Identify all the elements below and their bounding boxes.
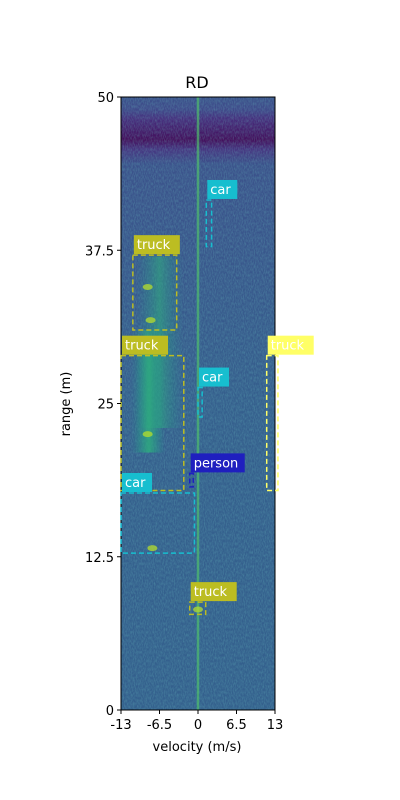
detection-label: truck: [125, 339, 159, 354]
x-axis-ticks: -13 -6.5 0 6.5 13: [110, 710, 283, 733]
detection-truck: truck: [120, 335, 185, 492]
heatmap-peak: [145, 317, 156, 324]
detection-label-bg: [207, 179, 238, 199]
y-axis-ticks: 0 12.5 25 37.5 50: [85, 91, 121, 719]
heatmap-peak: [142, 431, 153, 438]
detection-label-bg: [199, 367, 229, 387]
x-tick-label: 13: [267, 718, 284, 733]
x-tick-label: -13: [110, 718, 131, 733]
detection-truck: truck: [132, 235, 180, 331]
y-tick-label: 12.5: [85, 551, 114, 566]
y-tick-label: 37.5: [85, 244, 114, 259]
detection-car: car: [205, 179, 238, 248]
detection-label-bg: [190, 453, 245, 473]
detection-truck: truck: [265, 335, 314, 492]
detection-label-bg: [267, 335, 314, 355]
detection-car: car: [197, 367, 229, 418]
detection-label: car: [210, 183, 231, 198]
heatmap-cluster: [134, 354, 165, 453]
detection-label: person: [194, 456, 239, 471]
y-axis-label: range (m): [59, 372, 74, 437]
detection-box: [120, 492, 196, 554]
y-tick-label: 50: [97, 91, 114, 106]
detection-box: [265, 354, 279, 492]
y-tick-label: 25: [97, 398, 114, 413]
detection-label-bg: [133, 235, 180, 255]
x-axis-label: velocity (m/s): [153, 740, 242, 755]
detection-box: [205, 199, 213, 248]
detection-label-bg: [122, 335, 168, 355]
detection-label: truck: [271, 339, 305, 354]
x-tick-label: -6.5: [147, 718, 172, 733]
x-tick-label: 0: [194, 718, 202, 733]
detection-label: car: [202, 371, 223, 386]
detection-car: car: [120, 472, 196, 554]
y-tick-label: 0: [106, 704, 114, 719]
detections: car truck truck car truck person car truck: [120, 179, 314, 616]
heatmap-peak: [147, 545, 158, 552]
detection-person: person: [188, 453, 245, 488]
detection-box: [132, 254, 178, 331]
detection-label-bg: [122, 472, 152, 492]
x-tick-label: 6.5: [226, 718, 247, 733]
detection-truck: truck: [188, 582, 237, 616]
detection-label-bg: [190, 582, 237, 602]
heatmap-peak: [142, 284, 153, 291]
heatmap-peak: [193, 606, 203, 613]
chart-title: RD: [185, 73, 208, 92]
detection-label: truck: [137, 238, 171, 253]
detection-box: [188, 472, 195, 488]
detection-label: truck: [194, 585, 228, 600]
detection-box: [188, 601, 207, 616]
detection-box: [197, 386, 203, 418]
detection-box: [120, 354, 185, 492]
detection-label: car: [125, 476, 146, 491]
